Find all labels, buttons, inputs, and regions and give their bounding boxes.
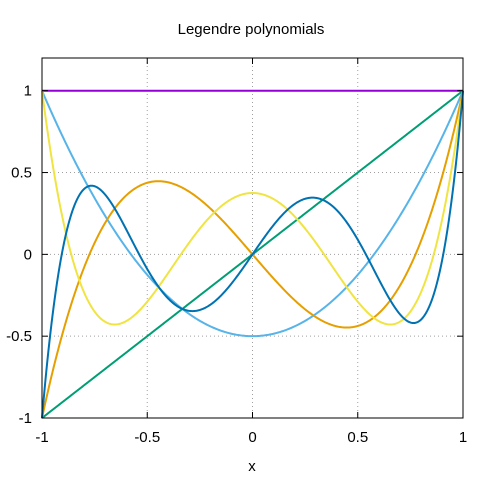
x-tick-label: 0 [248, 429, 256, 446]
series-line-p4 [41, 90, 464, 326]
y-tick-label: 0.5 [11, 165, 32, 182]
x-tick-label: 1 [459, 429, 467, 446]
x-tick-label: 0.5 [347, 429, 368, 446]
chart-title: Legendre polynomials [178, 21, 325, 38]
series-line-p5 [41, 90, 464, 419]
x-tick-label: -0.5 [134, 429, 160, 446]
series-group [41, 89, 464, 419]
y-tick-label: 1 [24, 83, 32, 100]
x-axis-label: x [248, 458, 256, 475]
x-tick-label: -1 [35, 429, 48, 446]
y-tick-label: 0 [24, 246, 32, 263]
y-tick-label: -1 [19, 410, 32, 427]
axis-ticks: -1 -0.5 0 0.5 1 -1 -0.5 0 0.5 1 [6, 58, 467, 446]
y-tick-label: -0.5 [6, 328, 32, 345]
series-line-p2 [41, 90, 464, 338]
